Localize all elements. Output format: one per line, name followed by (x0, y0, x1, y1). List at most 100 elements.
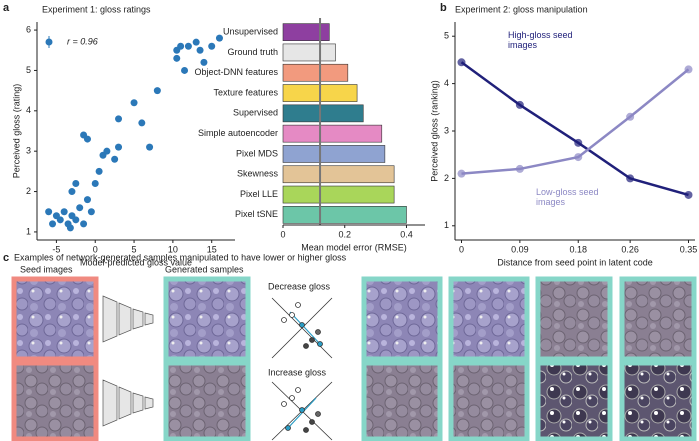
generated-image (163, 276, 251, 362)
y-axis-label: Perceived gloss (rating) (11, 84, 21, 179)
seed-image (11, 360, 99, 441)
chart-title: Experiment 2: gloss manipulation (455, 4, 588, 14)
point (146, 143, 154, 151)
latent-diagram (271, 297, 333, 441)
x-tick-label: 0 (93, 244, 98, 254)
point (196, 46, 204, 54)
panel-label: a (3, 2, 10, 14)
x-tick-label: 0.2 (338, 229, 351, 239)
point (91, 179, 99, 187)
point (83, 196, 91, 204)
panel-label: b (440, 2, 447, 14)
legend-label: High-gloss seed images (508, 30, 573, 50)
x-tick-label: 15 (207, 244, 217, 254)
point (103, 147, 111, 155)
increase-label: Increase gloss (268, 367, 327, 377)
point (515, 164, 524, 173)
x-tick-label: -5 (52, 244, 60, 254)
point (574, 138, 583, 147)
point (66, 224, 74, 232)
point (173, 46, 181, 54)
bar (282, 124, 383, 143)
category-label: Object-DNN features (194, 67, 278, 77)
point (192, 38, 200, 46)
point (115, 143, 123, 151)
y-tick-label: 4 (26, 105, 31, 115)
caption: Examples of network-generated samples ma… (14, 252, 347, 262)
y-tick-label: 1 (26, 226, 31, 236)
category-label: Ground truth (227, 47, 278, 57)
point (111, 155, 119, 163)
point (60, 208, 68, 216)
y-tick-label: 5 (26, 65, 31, 75)
category-label: Pixel tSNE (235, 209, 278, 219)
chart-title: Experiment 1: gloss ratings (42, 4, 151, 14)
bar (282, 145, 386, 163)
bar (282, 23, 330, 41)
point (684, 190, 693, 199)
point (173, 54, 181, 62)
y-tick-label: 2 (444, 173, 449, 183)
y-tick-label: 6 (26, 24, 31, 34)
category-label: Texture features (213, 87, 278, 97)
point (138, 119, 146, 127)
y-tick-label: 4 (444, 78, 449, 88)
point (457, 169, 466, 178)
point (626, 174, 635, 183)
category-label: Skewness (237, 169, 279, 179)
x-tick-label: 0 (280, 229, 285, 239)
panel-c: Examples of network-generated samples ma… (11, 252, 697, 441)
point (215, 34, 223, 42)
y-axis-label: Perceived gloss (ranking) (429, 80, 439, 182)
decrease-label: Decrease gloss (268, 281, 331, 291)
point (76, 204, 84, 212)
point (56, 216, 64, 224)
point (80, 220, 88, 228)
x-axis-label: Model-predicted gloss value (80, 257, 192, 267)
category-label: Supervised (233, 108, 278, 118)
bar (282, 43, 336, 62)
point (115, 115, 123, 123)
x-tick-label: 5 (132, 244, 137, 254)
point (72, 179, 80, 187)
bar (282, 185, 395, 204)
point (574, 153, 583, 162)
x-tick-label: 0 (459, 244, 464, 254)
y-tick-label: 1 (444, 220, 449, 230)
x-tick-label: 0.4 (400, 229, 413, 239)
bar (282, 63, 349, 82)
x-axis-label: Distance from seed point in latent code (497, 257, 653, 267)
point (181, 66, 189, 74)
point (130, 99, 138, 107)
line (460, 61, 689, 197)
point (45, 208, 53, 216)
point (87, 208, 95, 216)
point (68, 188, 76, 196)
y-tick-label: 2 (26, 186, 31, 196)
network-icon (102, 295, 154, 427)
point (184, 42, 192, 50)
point (626, 112, 635, 121)
category-label: Pixel LLE (240, 189, 278, 199)
seed-label: Seed images (20, 264, 73, 274)
point (153, 87, 161, 95)
x-tick-label: 0.09 (511, 244, 529, 254)
point (72, 216, 80, 224)
legend-label: Low-gloss seed images (536, 187, 599, 207)
x-tick-label: 10 (168, 244, 178, 254)
bar (282, 165, 395, 184)
point (684, 65, 693, 74)
x-tick-label: 0.35 (680, 244, 698, 254)
point (95, 167, 103, 175)
category-label: Pixel MDS (236, 148, 278, 158)
bar (282, 206, 407, 224)
y-tick-label: 5 (444, 31, 449, 41)
category-label: Simple autoencoder (198, 128, 278, 138)
point (200, 58, 208, 66)
point (83, 135, 91, 143)
generated-image (163, 360, 251, 441)
point (49, 220, 57, 228)
annotation: r = 0.96 (67, 36, 98, 46)
bar (282, 104, 364, 123)
